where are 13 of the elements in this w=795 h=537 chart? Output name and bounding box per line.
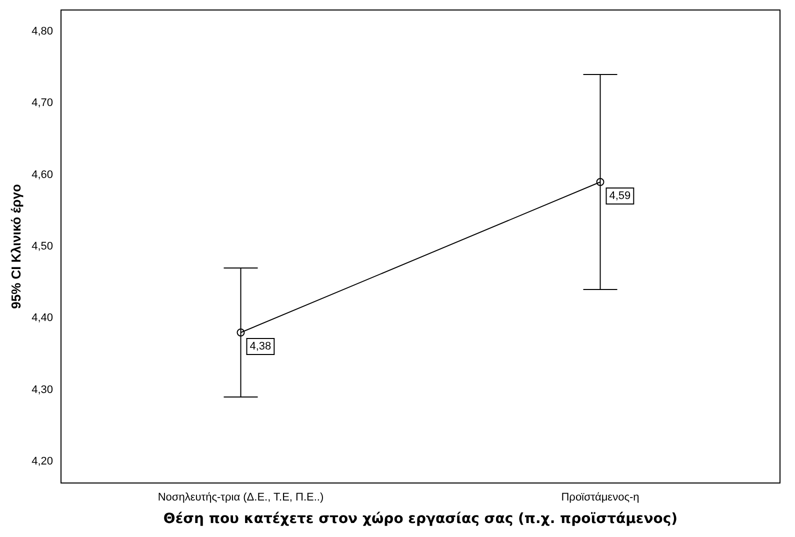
data-label: 4,38	[250, 340, 272, 353]
y-tick-label: 4,20	[32, 456, 54, 468]
y-tick-label: 4,70	[32, 97, 54, 110]
y-tick-label: 4,50	[32, 240, 54, 253]
y-tick-label: 4,60	[32, 168, 54, 181]
y-tick-label: 4,40	[32, 312, 54, 324]
y-tick-label: 4,80	[32, 26, 54, 38]
y-axis-title: 95% CI Κλινικό έργο	[8, 184, 24, 309]
data-label: 4,59	[609, 190, 631, 202]
y-tick-label: 4,30	[32, 384, 54, 396]
x-tick-label: Νοσηλευτής-τρια (Δ.Ε., Τ.Ε, Π.Ε..)	[158, 492, 324, 504]
x-axis-title: Θέση που κατέχετε στον χώρο εργασίας σας (π.χ. προϊστάμενος)	[163, 511, 678, 528]
x-tick-label: Προϊστάμενος-η	[561, 492, 640, 504]
